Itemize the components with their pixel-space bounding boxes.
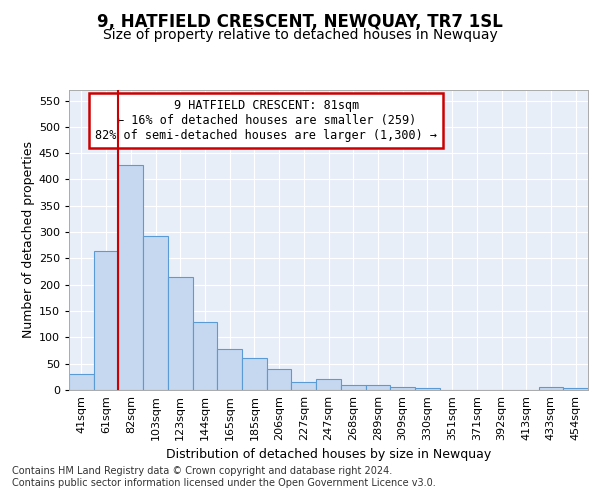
Text: 9, HATFIELD CRESCENT, NEWQUAY, TR7 1SL: 9, HATFIELD CRESCENT, NEWQUAY, TR7 1SL bbox=[97, 12, 503, 30]
Bar bbox=[168, 277, 193, 390]
Bar bbox=[390, 388, 415, 390]
Y-axis label: Number of detached properties: Number of detached properties bbox=[22, 142, 35, 338]
Bar bbox=[415, 388, 440, 390]
Bar bbox=[341, 384, 365, 390]
Bar bbox=[365, 384, 390, 390]
Bar bbox=[316, 380, 341, 390]
Text: 9 HATFIELD CRESCENT: 81sqm
← 16% of detached houses are smaller (259)
82% of sem: 9 HATFIELD CRESCENT: 81sqm ← 16% of deta… bbox=[95, 99, 437, 142]
Bar bbox=[563, 388, 588, 390]
Bar bbox=[292, 382, 316, 390]
Bar bbox=[267, 369, 292, 390]
Bar bbox=[193, 322, 217, 390]
Text: Contains HM Land Registry data © Crown copyright and database right 2024.
Contai: Contains HM Land Registry data © Crown c… bbox=[12, 466, 436, 487]
Bar bbox=[69, 374, 94, 390]
Bar bbox=[217, 350, 242, 390]
X-axis label: Distribution of detached houses by size in Newquay: Distribution of detached houses by size … bbox=[166, 448, 491, 462]
Bar bbox=[118, 164, 143, 390]
Bar bbox=[539, 388, 563, 390]
Bar bbox=[94, 250, 118, 390]
Bar bbox=[143, 236, 168, 390]
Bar bbox=[242, 358, 267, 390]
Text: Size of property relative to detached houses in Newquay: Size of property relative to detached ho… bbox=[103, 28, 497, 42]
